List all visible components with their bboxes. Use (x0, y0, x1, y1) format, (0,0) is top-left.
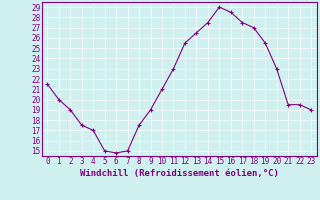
X-axis label: Windchill (Refroidissement éolien,°C): Windchill (Refroidissement éolien,°C) (80, 169, 279, 178)
